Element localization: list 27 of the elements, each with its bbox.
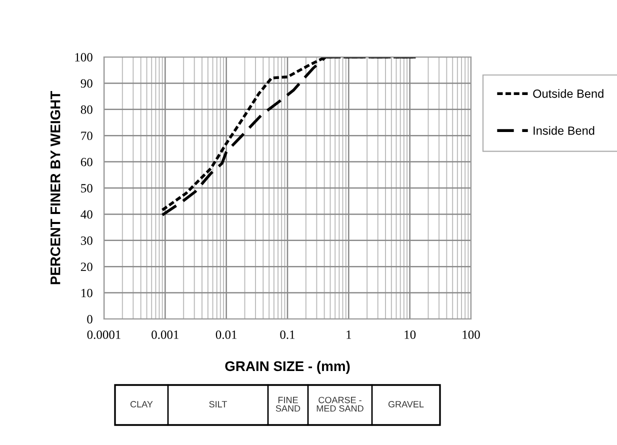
text: CLAY <box>130 401 153 408</box>
legend-label: Outside Bend <box>533 89 604 98</box>
text: FINE SAND <box>276 396 300 412</box>
y-tick-label: 20 <box>80 262 92 272</box>
x-tick-label: 100 <box>462 330 480 339</box>
x-tick-label: 0.0001 <box>87 330 120 339</box>
x-tick-label: 0.01 <box>216 330 237 339</box>
y-tick-label: 100 <box>75 53 92 62</box>
x-tick-label: 0.1 <box>280 330 295 339</box>
y-tick-label: 50 <box>81 184 92 192</box>
y-tick-label: 0 <box>87 315 92 324</box>
y-tick-label: 40 <box>80 210 92 219</box>
x-tick-label: 10 <box>404 330 416 339</box>
y-tick-label: 30 <box>80 236 92 245</box>
y-tick-label: 70 <box>81 132 92 140</box>
y-tick-label: 10 <box>81 288 92 298</box>
y-tick-label: 80 <box>80 105 92 114</box>
y-axis-title: PERCENT FINER BY WEIGHT <box>50 91 60 284</box>
text: COARSE - MED SAND <box>316 396 364 412</box>
x-axis-title: GRAIN SIZE - (mm) <box>225 360 350 374</box>
y-tick-label: 60 <box>80 158 92 166</box>
y-tick-label: 90 <box>80 79 92 88</box>
text: SILT <box>209 401 227 408</box>
x-tick-label: 1 <box>346 330 352 339</box>
text: GRAVEL <box>388 401 424 408</box>
legend-label: Inside Bend <box>534 126 594 135</box>
x-tick-label: 0.001 <box>152 330 178 339</box>
